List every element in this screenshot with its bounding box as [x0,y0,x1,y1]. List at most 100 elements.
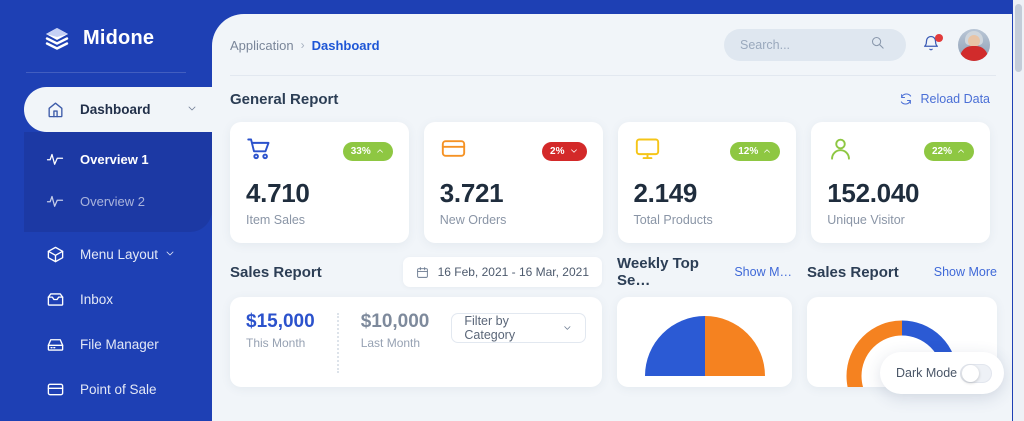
sidebar-item-point-of-sale[interactable]: Point of Sale [0,367,212,412]
topbar-actions [724,29,990,61]
sidebar-item-inbox[interactable]: Inbox [0,277,212,322]
credit-card-icon [440,135,467,167]
refresh-icon [900,93,911,105]
chevron-down-icon [564,326,571,330]
breadcrumb-separator: › [300,38,305,52]
badge-value: 2% [550,145,565,157]
stat-card-top: 2% [440,136,587,166]
search-box[interactable] [724,29,906,61]
stat-card-value: 152.040 [827,178,920,208]
notifications-button[interactable] [922,34,943,56]
weekly-top-sellers-title: Weekly Top Se… [617,255,699,289]
sidebar-item-dashboard[interactable]: Dashboard [24,87,212,132]
status-badge: 12% [730,141,781,161]
chevron-down-icon [186,102,198,117]
search-input[interactable] [740,38,870,52]
stat-card-total-products[interactable]: 12% 2.149 Total Products [617,122,797,243]
reload-data-button[interactable]: Reload Data [899,92,990,106]
page-title: General Report [230,90,339,108]
sidebar-subitem-label: Overview 2 [80,193,146,209]
brand-logo[interactable]: Midone [0,0,212,50]
chevron-up-icon [764,149,771,153]
search-icon[interactable] [870,35,885,55]
sidebar-submenu-dashboard: Overview 1 Overview 2 [24,132,212,232]
filter-by-category-select[interactable]: Filter by Category [451,313,586,343]
stat-card-label: Total Products [633,213,713,227]
sidebar-subitem-overview-2[interactable]: Overview 2 [24,180,212,222]
status-badge: 33% [342,141,393,161]
scrollbar-thumb[interactable] [1015,4,1022,72]
box-icon [44,244,66,266]
inbox-icon [44,289,66,311]
badge-value: 12% [738,145,759,157]
brand-name: Midone [83,26,155,49]
pie-chart [644,316,765,376]
stat-card-label: Item Sales [246,213,306,227]
home-icon [44,99,66,121]
activity-icon [44,190,66,212]
credit-card-icon [44,379,66,401]
sidebar-item-chat[interactable]: Chat [0,412,212,421]
sidebar-divider [26,72,186,73]
dark-mode-switcher[interactable]: Dark Mode [880,352,1004,394]
sales-report-2-header: Sales Report Show More [807,255,997,289]
sidebar-item-label: File Manager [80,337,159,352]
bell-icon [923,35,939,51]
status-badge: 22% [923,141,974,161]
stat-card-new-orders[interactable]: 2% 3.721 New Orders [423,122,603,243]
sales-report-section: Sales Report 16 Feb, 2021 - 16 Mar, 2021… [230,255,602,387]
sidebar-item-label: Menu Layout [80,247,159,262]
date-range-picker[interactable]: 16 Feb, 2021 - 16 Mar, 2021 [402,257,602,287]
monitor-icon [634,135,661,167]
breadcrumb-root[interactable]: Application [230,37,294,53]
sidebar-item-menu-layout[interactable]: Menu Layout [0,232,212,277]
dark-mode-toggle[interactable] [960,363,992,383]
chevron-down-icon [164,247,176,262]
stat-cards: 33% 4.710 Item Sales 2% [212,122,1012,243]
avatar[interactable] [958,29,990,61]
page-scrollbar[interactable] [1013,0,1024,421]
user-icon [827,135,854,167]
topbar: Application › Dashboard [212,14,1012,76]
sidebar-nav: Dashboard Overview 1 Overview 2 [0,87,212,421]
toggle-knob [962,364,979,382]
layers-icon [44,26,70,50]
chevron-up-icon [376,149,383,153]
sales-report-title: Sales Report [230,263,322,281]
hard-drive-icon [44,334,66,356]
badge-value: 33% [350,145,371,157]
breadcrumb: Application › Dashboard [230,38,380,53]
sidebar-item-label: Inbox [80,292,114,307]
date-range-value: 16 Feb, 2021 - 16 Mar, 2021 [437,265,589,279]
filter-by-category-label: Filter by Category [464,314,516,342]
breadcrumb-current[interactable]: Dashboard [311,37,380,53]
this-month-amount: $15,000 [246,311,315,332]
weekly-show-more-link[interactable]: Show M… [734,265,792,279]
sales-report-2-show-more-link[interactable]: Show More [933,265,997,279]
general-report-header: General Report Reload Data [212,76,1012,122]
sidebar-item-label: Dashboard [80,102,151,117]
weekly-top-sellers-header: Weekly Top Se… Show M… [617,255,792,289]
chevron-down-icon [570,149,577,153]
stat-card-top: 22% [827,136,974,166]
avatar-body [960,46,988,61]
calendar-icon [416,266,428,278]
avatar-face [968,35,980,47]
stat-card-item-sales[interactable]: 33% 4.710 Item Sales [230,122,409,243]
weekly-top-sellers-chart[interactable] [617,297,792,387]
sidebar-subitem-label: Overview 1 [80,151,149,167]
stat-card-label: New Orders [439,213,507,227]
sales-report-panel: $15,000 This Month $10,000 Last Month Fi… [230,297,602,387]
sidebar-item-file-manager[interactable]: File Manager [0,322,212,367]
stat-card-unique-visitor[interactable]: 22% 152.040 Unique Visitor [811,122,990,243]
stat-card-top: 12% [634,136,781,166]
last-month-label: Last Month [360,336,421,350]
sidebar: Midone Dashboard [0,0,212,421]
stat-card-value: 3.721 [439,178,504,208]
notification-badge [935,34,943,42]
last-month-amount: $10,000 [360,311,430,332]
sidebar-subitem-overview-1[interactable]: Overview 1 [24,138,212,180]
badge-value: 22% [931,145,952,157]
stat-card-label: Unique Visitor [827,213,905,227]
